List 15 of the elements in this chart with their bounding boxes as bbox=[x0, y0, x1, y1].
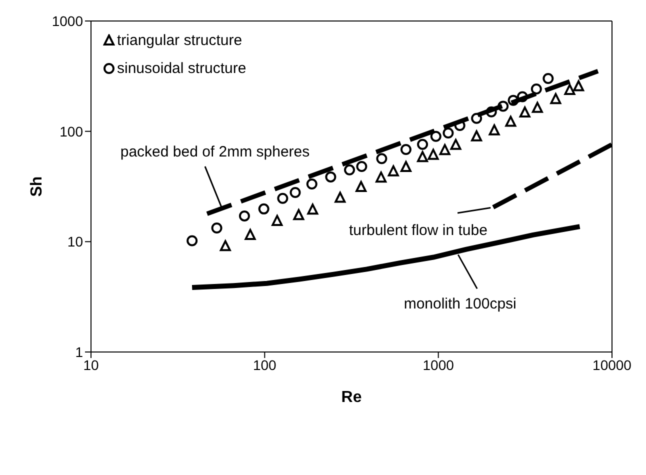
annotation: monolith 100cpsi bbox=[404, 296, 516, 313]
y-axis-title: Sh bbox=[28, 176, 46, 197]
annotation: turbulent flow in tube bbox=[348, 222, 488, 240]
annotation: packed bed of 2mm spheres bbox=[120, 143, 310, 160]
legend-label: triangular structure bbox=[117, 32, 242, 48]
y-tick-label: 10 bbox=[67, 234, 84, 250]
x-tick-label: 10000 bbox=[592, 356, 632, 373]
y-tick-label: 1 bbox=[75, 344, 84, 360]
x-tick-label: 1000 bbox=[422, 356, 454, 373]
x-axis-title: Re bbox=[341, 389, 362, 406]
x-tick-label: 10 bbox=[83, 356, 99, 373]
legend-label: sinusoidal structure bbox=[117, 60, 246, 76]
x-tick-label: 100 bbox=[252, 356, 277, 373]
y-tick-label: 100 bbox=[60, 123, 84, 140]
y-tick-label: 1000 bbox=[52, 12, 84, 29]
